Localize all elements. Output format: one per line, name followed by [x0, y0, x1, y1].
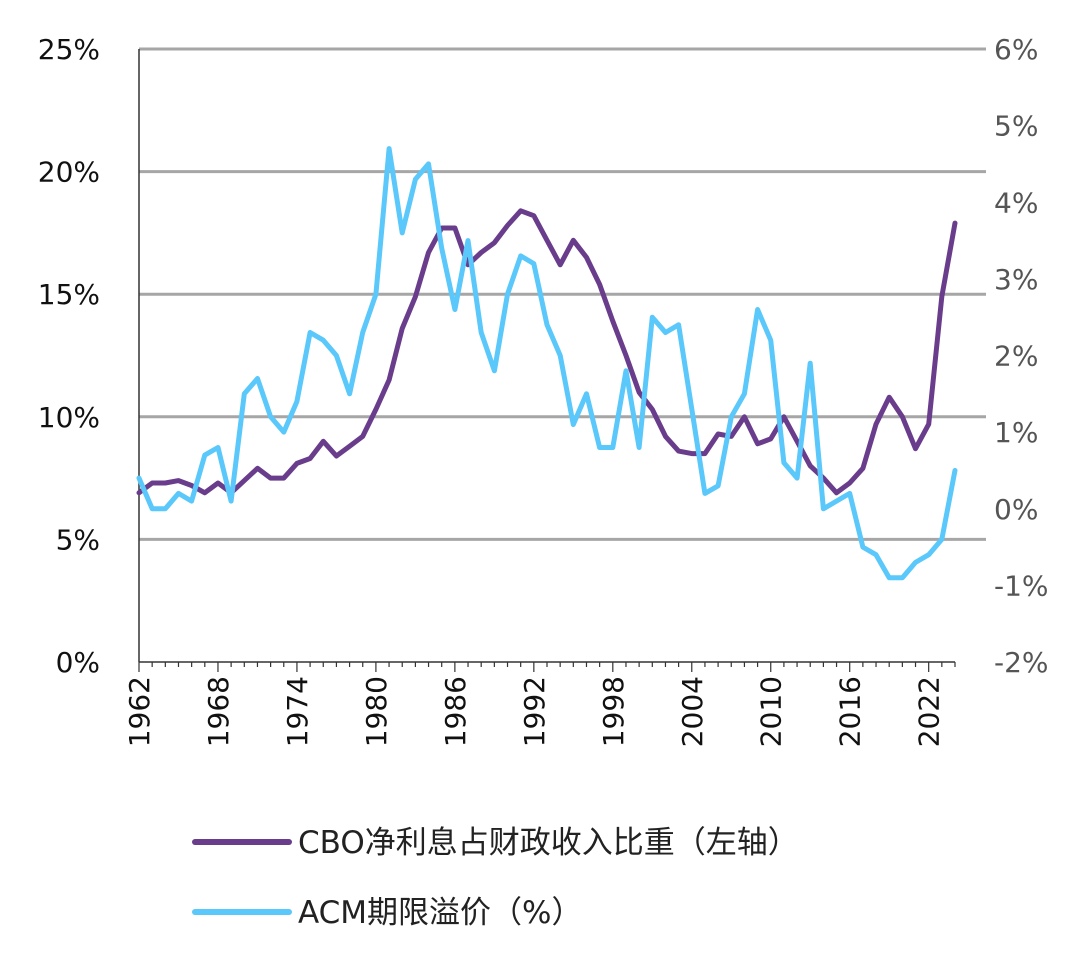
- right-tick-label-1: -1%: [994, 569, 1049, 602]
- left-tick-label-1: 5%: [56, 523, 100, 556]
- legend: CBO净利息占财政收入比重（左轴） ACM期限溢价（%）: [192, 825, 799, 931]
- right-y-tick-labels: -2% -1% 0% 1% 2% 3% 4% 5% 6%: [994, 33, 1049, 679]
- axes: [138, 49, 956, 672]
- x-tick-label-1962: 1962: [123, 676, 156, 747]
- x-tick-label-2016: 2016: [834, 676, 867, 747]
- x-tick-label-1968: 1968: [202, 676, 235, 747]
- right-tick-label-7: 5%: [994, 110, 1038, 143]
- series-lines: [136, 146, 958, 581]
- x-tick-label-2010: 2010: [755, 676, 788, 747]
- right-tick-label-4: 2%: [994, 340, 1038, 373]
- x-tick-label-1992: 1992: [518, 676, 551, 747]
- x-tick-label-2004: 2004: [676, 676, 709, 747]
- series-line-cbo: [136, 208, 958, 496]
- x-tick-label-1980: 1980: [360, 676, 393, 747]
- left-tick-label-2: 10%: [38, 401, 100, 434]
- x-tick-label-1974: 1974: [281, 676, 314, 747]
- left-tick-label-5: 25%: [38, 33, 100, 66]
- left-tick-label-4: 20%: [38, 156, 100, 189]
- x-tick-labels: 1962 1968 1974 1980 1986 1992 1998 2004 2010 2016…: [123, 676, 946, 747]
- right-tick-label-5: 3%: [994, 263, 1038, 296]
- right-tick-label-2: 0%: [994, 493, 1038, 526]
- x-tick-label-1986: 1986: [439, 676, 472, 747]
- left-y-tick-labels: 0% 5% 10% 15% 20% 25%: [38, 33, 100, 679]
- legend-label-cbo: CBO净利息占财政收入比重（左轴）: [298, 825, 799, 861]
- series-line-acm: [136, 146, 958, 581]
- x-tick-label-2022: 2022: [913, 676, 946, 747]
- right-tick-label-6: 4%: [994, 186, 1038, 219]
- right-tick-label-0: -2%: [994, 646, 1049, 679]
- right-tick-label-3: 1%: [994, 416, 1038, 449]
- legend-label-acm: ACM期限溢价（%）: [298, 895, 583, 931]
- grid-lines: [139, 47, 986, 541]
- right-tick-label-8: 6%: [994, 33, 1038, 66]
- left-tick-label-3: 15%: [38, 278, 100, 311]
- x-tick-label-1998: 1998: [597, 676, 630, 747]
- left-tick-label-0: 0%: [56, 646, 100, 679]
